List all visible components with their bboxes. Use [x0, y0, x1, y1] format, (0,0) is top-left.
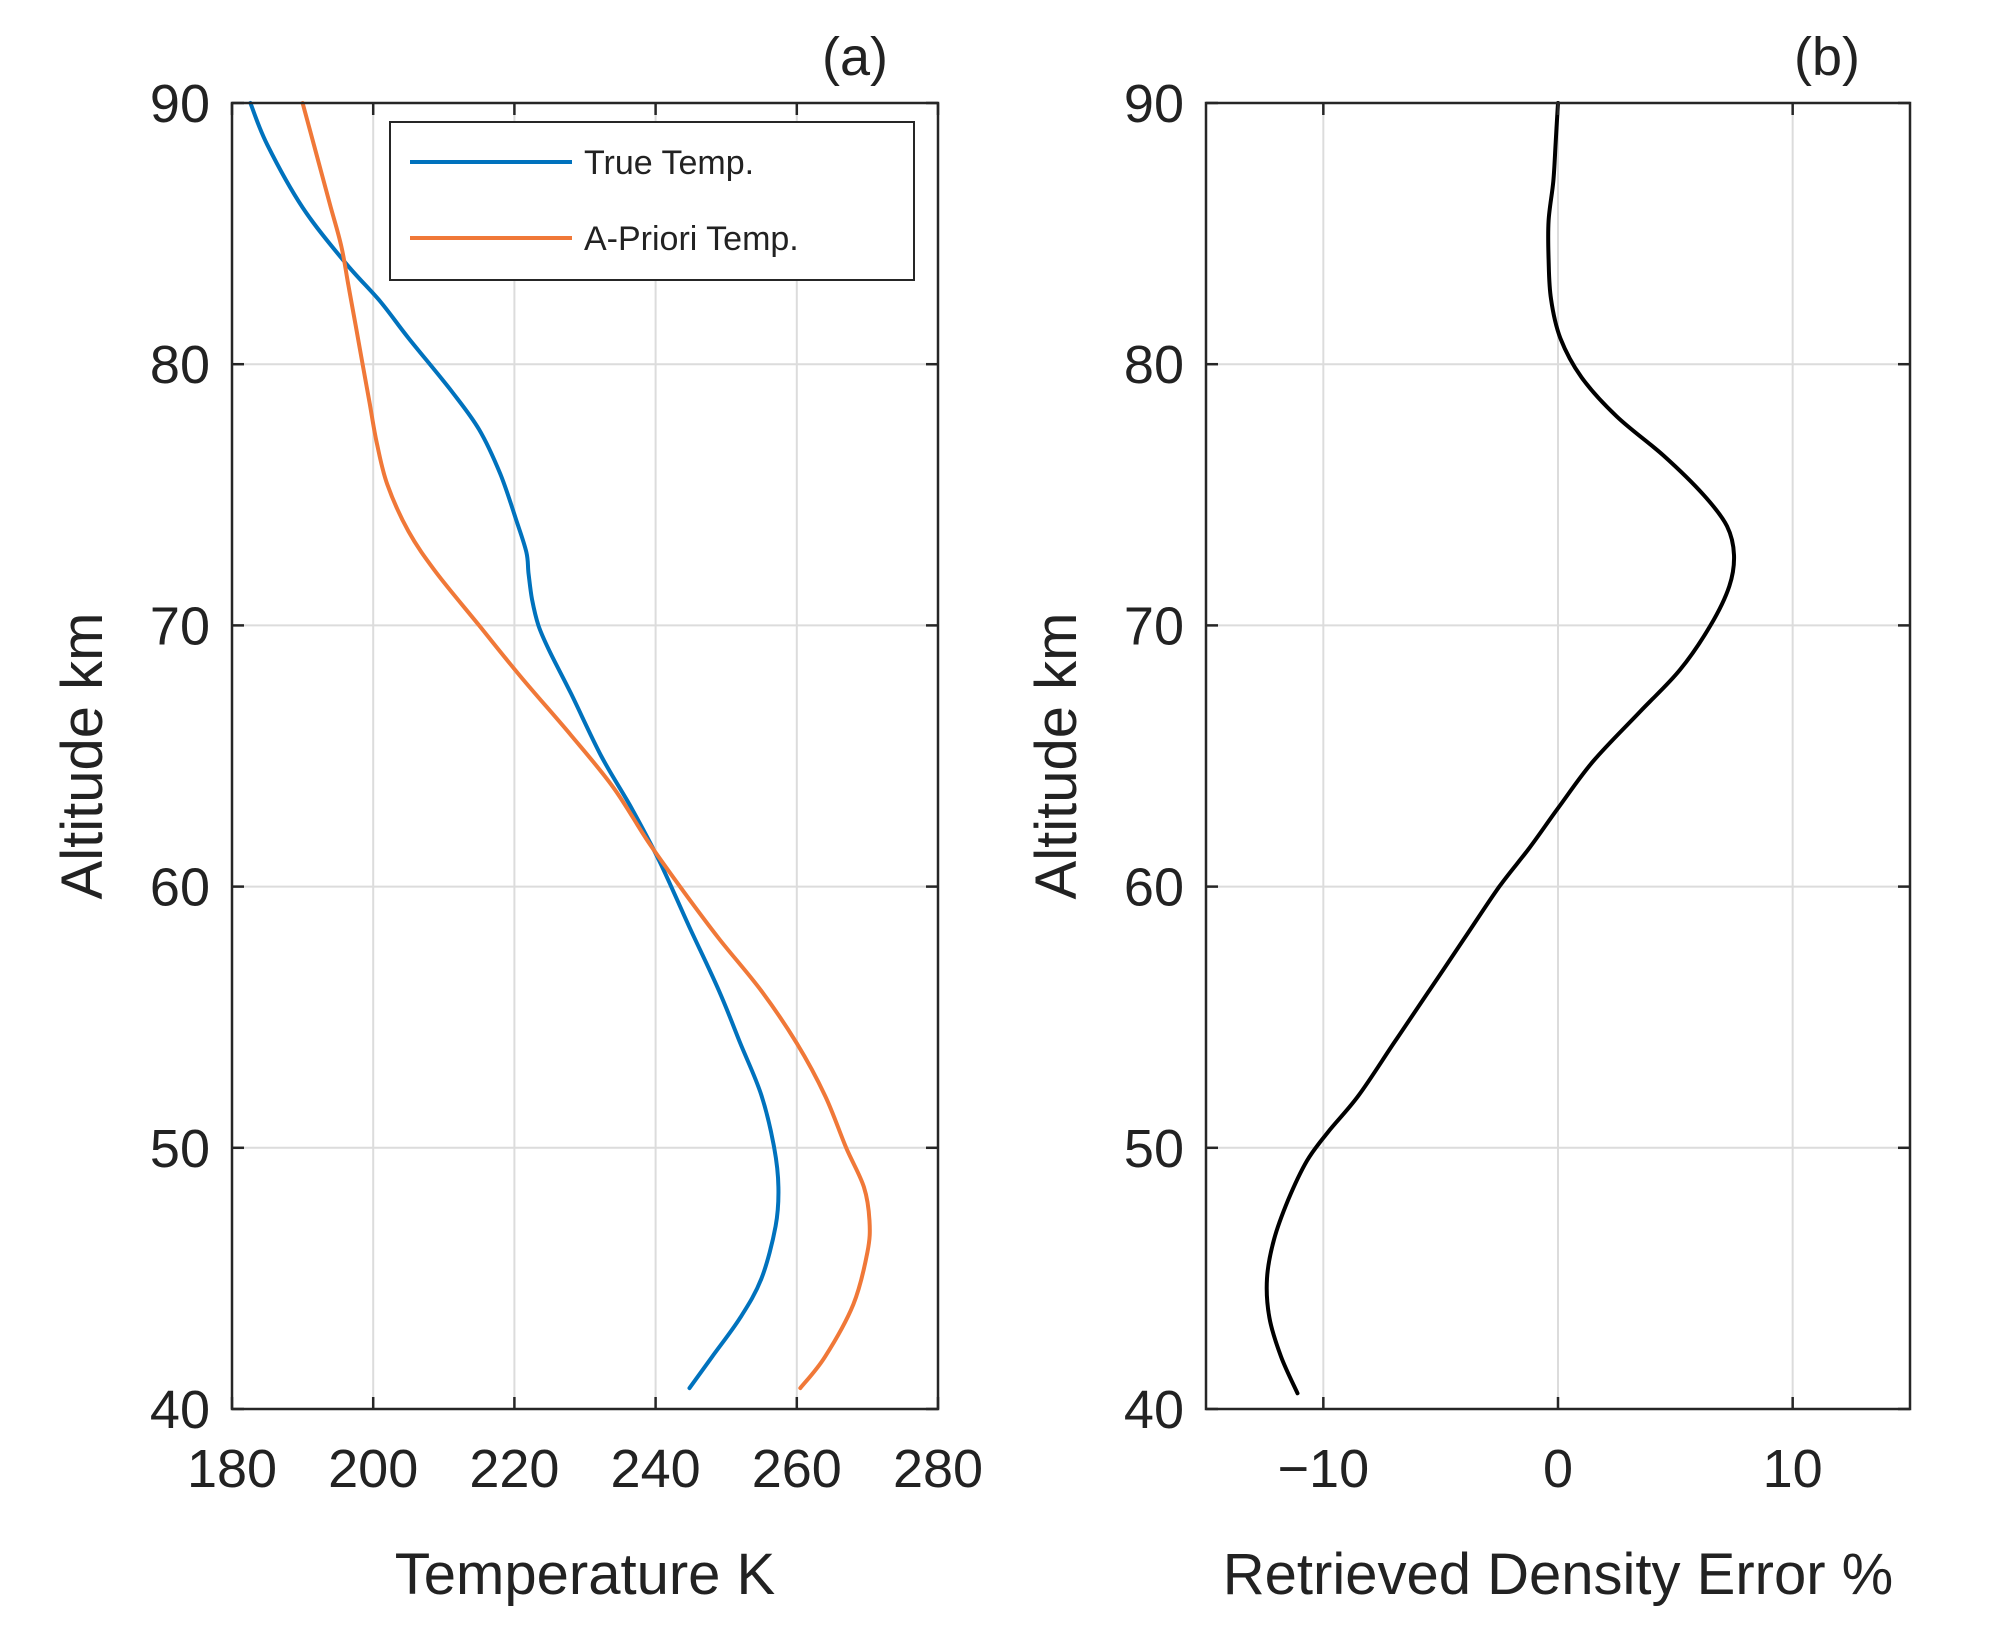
pa-x-tick-label-200: 200 [328, 1439, 418, 1499]
pa-x-tick-label-280: 280 [893, 1439, 983, 1499]
panel-b-grid [1206, 103, 1910, 1409]
pb-x-tick-label-neg10: −10 [1278, 1439, 1370, 1499]
pa-y-tick-label-50: 50 [150, 1119, 210, 1179]
pa-y-tick-label-90: 90 [150, 74, 210, 134]
panel-a-y-axis-title: Altitude km [50, 613, 115, 900]
panel-b-y-axis-title: Altitude km [1024, 613, 1089, 900]
pa-y-tick-label-60: 60 [150, 858, 210, 918]
pa-y-tick-label-70: 70 [150, 596, 210, 656]
panel-b-x-axis-title: Retrieved Density Error % [1223, 1542, 1893, 1607]
pb-y-tick-label-50: 50 [1124, 1119, 1184, 1179]
panel-a-series [248, 101, 872, 1391]
pb-x-tick-label-0: 0 [1543, 1439, 1573, 1499]
panel-b-series [1264, 101, 1737, 1396]
legend-label-a-priori-temp: A-Priori Temp. [584, 220, 799, 258]
pb-x-tick-label-10: 10 [1763, 1439, 1823, 1499]
pb-y-tick-label-60: 60 [1124, 858, 1184, 918]
pa-x-tick-label-260: 260 [752, 1439, 842, 1499]
panel-a-legend: True Temp. A-Priori Temp. [389, 121, 915, 281]
pb-y-tick-label-40: 40 [1124, 1380, 1184, 1440]
legend-box [389, 121, 915, 281]
panel-a-temperature: 180 200 220 240 260 280 40 50 60 70 80 90 Temperatu… [50, 27, 983, 1607]
panel-b-label: (b) [1794, 27, 1860, 87]
panel-a-grid [232, 103, 938, 1409]
pb-y-tick-label-80: 80 [1124, 335, 1184, 395]
pb-y-tick-label-90: 90 [1124, 74, 1184, 134]
pb-y-tick-label-70: 70 [1124, 596, 1184, 656]
pb-series-line-retrieved-density-error [1264, 101, 1737, 1396]
panel-a-tick-labels: 180 200 220 240 260 280 40 50 60 70 80 90 [150, 74, 983, 1499]
panel-b-density-error: −10 0 10 40 50 60 70 80 90 Retrieved Density Err… [1024, 27, 1912, 1607]
pa-x-tick-label-240: 240 [611, 1439, 701, 1499]
legend-label-true-temp: True Temp. [584, 144, 754, 182]
panel-b-tick-labels: −10 0 10 40 50 60 70 80 90 [1124, 74, 1823, 1499]
pa-series-line-true-temp [248, 101, 781, 1391]
pa-x-tick-label-180: 180 [187, 1439, 277, 1499]
pa-y-tick-label-80: 80 [150, 335, 210, 395]
pa-x-tick-label-220: 220 [469, 1439, 559, 1499]
panel-b-axes-frame [1204, 101, 1912, 1411]
panel-a-x-axis-title: Temperature K [395, 1542, 776, 1607]
panel-a-label: (a) [822, 27, 888, 87]
pa-series-line-a-priori-temp [300, 101, 872, 1391]
pa-y-tick-label-40: 40 [150, 1380, 210, 1440]
panel-a-axes-frame [230, 101, 940, 1411]
